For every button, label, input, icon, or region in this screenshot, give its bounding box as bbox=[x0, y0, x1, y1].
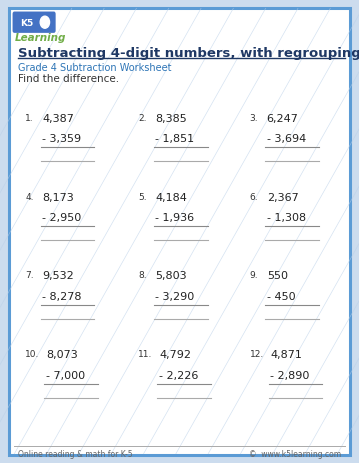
Text: 2,367: 2,367 bbox=[267, 192, 298, 202]
Text: 6.: 6. bbox=[250, 192, 258, 201]
Text: - 2,226: - 2,226 bbox=[159, 370, 199, 380]
Text: 4,184: 4,184 bbox=[155, 192, 187, 202]
Text: - 2,890: - 2,890 bbox=[270, 370, 310, 380]
Text: Subtracting 4-digit numbers, with regrouping: Subtracting 4-digit numbers, with regrou… bbox=[18, 47, 359, 60]
Text: 4,387: 4,387 bbox=[42, 113, 74, 124]
Text: 9,532: 9,532 bbox=[42, 271, 74, 281]
Text: - 3,290: - 3,290 bbox=[155, 291, 195, 301]
Text: 4.: 4. bbox=[25, 192, 34, 201]
Text: 4,792: 4,792 bbox=[159, 350, 191, 360]
FancyBboxPatch shape bbox=[13, 13, 56, 34]
Text: - 450: - 450 bbox=[267, 291, 295, 301]
Text: - 3,694: - 3,694 bbox=[267, 134, 306, 144]
Text: - 2,950: - 2,950 bbox=[42, 213, 81, 223]
Text: 3.: 3. bbox=[250, 113, 258, 122]
Text: 4,871: 4,871 bbox=[270, 350, 302, 360]
Text: 8,173: 8,173 bbox=[42, 192, 74, 202]
Text: - 8,278: - 8,278 bbox=[42, 291, 82, 301]
Text: 2.: 2. bbox=[138, 113, 147, 122]
Text: - 1,936: - 1,936 bbox=[155, 213, 195, 223]
Text: Grade 4 Subtraction Worksheet: Grade 4 Subtraction Worksheet bbox=[18, 63, 172, 73]
Text: 8.: 8. bbox=[138, 271, 147, 280]
Text: 5.: 5. bbox=[138, 192, 147, 201]
Text: K5: K5 bbox=[20, 19, 33, 28]
FancyBboxPatch shape bbox=[9, 9, 350, 455]
Text: 1.: 1. bbox=[25, 113, 34, 122]
Text: 8,073: 8,073 bbox=[46, 350, 78, 360]
Text: 8,385: 8,385 bbox=[155, 113, 187, 124]
Text: - 3,359: - 3,359 bbox=[42, 134, 81, 144]
Text: 6,247: 6,247 bbox=[267, 113, 299, 124]
Text: - 7,000: - 7,000 bbox=[46, 370, 85, 380]
Text: 7.: 7. bbox=[25, 271, 34, 280]
Circle shape bbox=[40, 17, 50, 29]
Text: 11.: 11. bbox=[138, 350, 153, 358]
Text: - 1,308: - 1,308 bbox=[267, 213, 306, 223]
Text: 10.: 10. bbox=[25, 350, 39, 358]
Text: 5,803: 5,803 bbox=[155, 271, 187, 281]
Text: 550: 550 bbox=[267, 271, 288, 281]
Text: - 1,851: - 1,851 bbox=[155, 134, 195, 144]
Text: Learning: Learning bbox=[14, 33, 66, 44]
Text: 9.: 9. bbox=[250, 271, 258, 280]
Text: 12.: 12. bbox=[250, 350, 264, 358]
Text: Find the difference.: Find the difference. bbox=[18, 74, 119, 84]
Text: Online reading & math for K-5: Online reading & math for K-5 bbox=[18, 449, 132, 458]
Text: ©  www.k5learning.com: © www.k5learning.com bbox=[249, 449, 341, 458]
